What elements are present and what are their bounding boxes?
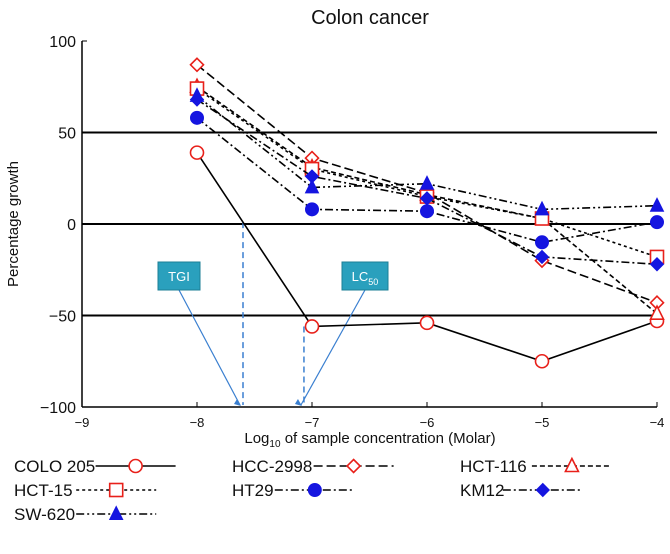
annotation-subscript: 50 — [368, 277, 378, 287]
legend-label: SW-620 — [14, 505, 75, 524]
series-colo-205 — [189, 145, 665, 369]
data-point — [305, 202, 319, 217]
x-axis-label: Log10 of sample concentration (Molar) — [244, 430, 495, 450]
legend-label: HCT-15 — [14, 481, 73, 500]
data-point — [189, 87, 205, 102]
legend-label: HCT-116 — [460, 457, 527, 476]
legend-entry: COLO 205 — [14, 457, 176, 476]
y-tick-label: −50 — [49, 309, 76, 326]
legend-marker — [345, 458, 362, 474]
series-line — [196, 87, 658, 258]
data-point — [649, 257, 665, 272]
series-line — [196, 98, 658, 266]
data-point — [419, 315, 435, 331]
data-point — [649, 197, 665, 212]
legend-entry: HCT-116 — [460, 456, 612, 476]
data-point — [534, 353, 550, 369]
y-axis-label: Percentage growth — [5, 161, 22, 287]
x-label-prefix: Log — [244, 430, 269, 447]
x-tick-label: −5 — [535, 415, 550, 430]
y-tick-label: 0 — [67, 217, 76, 234]
legend-label: KM12 — [460, 481, 504, 500]
data-point — [304, 178, 320, 194]
data-point — [534, 249, 550, 265]
legend-marker — [108, 482, 124, 498]
legend-marker — [564, 456, 580, 473]
x-label-suffix: of sample concentration (Molar) — [281, 430, 496, 447]
data-point — [190, 110, 204, 125]
y-tick-label: 100 — [49, 34, 76, 51]
legend-entry: HCC-2998 — [232, 457, 394, 476]
data-point — [649, 304, 665, 320]
series-hct-15 — [189, 81, 665, 265]
data-point — [534, 200, 550, 216]
legend-entry: KM12 — [460, 481, 583, 500]
x-label-sub: 10 — [269, 439, 281, 450]
legend-marker — [108, 505, 124, 520]
legend-label: HCC-2998 — [232, 457, 312, 476]
data-point — [189, 57, 205, 73]
legend-marker — [307, 483, 322, 497]
arrow-head-icon — [294, 399, 302, 406]
data-point — [650, 215, 664, 230]
x-tick-label: −9 — [75, 415, 90, 430]
annotation-label: LC50 — [352, 269, 379, 287]
legend-label: COLO 205 — [14, 457, 95, 476]
x-tick-label: −7 — [305, 415, 320, 430]
x-tick-label: −4 — [650, 415, 665, 430]
data-point — [189, 145, 205, 160]
series-ht29 — [190, 110, 664, 250]
y-tick-label: −100 — [40, 400, 76, 417]
annotation-text: LC — [352, 269, 369, 284]
legend-label: HT29 — [232, 481, 274, 500]
arrow-head-icon — [234, 399, 241, 406]
chart-title: Colon cancer — [311, 7, 429, 29]
annotation-arrow — [300, 289, 366, 406]
data-point — [420, 204, 434, 219]
x-tick-label: −8 — [190, 415, 205, 430]
annotation-box — [341, 261, 389, 291]
legend-marker — [128, 458, 143, 474]
annotation-text: TGI — [168, 269, 190, 284]
legend-entry: SW-620 — [14, 505, 157, 524]
data-point — [419, 191, 435, 206]
annotation-label: TGI — [168, 269, 190, 284]
y-tick-label: 50 — [58, 126, 76, 143]
annotation-box — [157, 261, 201, 291]
series-km12 — [189, 92, 665, 272]
annotation-arrow — [178, 289, 241, 406]
series-sw-620 — [189, 87, 665, 216]
x-tick-label: −6 — [420, 415, 435, 430]
data-point — [304, 319, 320, 334]
legend-entry: HT29 — [232, 481, 355, 500]
data-point — [535, 235, 549, 250]
legend-entry: HCT-15 — [14, 481, 157, 500]
legend-marker — [535, 482, 551, 498]
data-point — [419, 175, 435, 190]
